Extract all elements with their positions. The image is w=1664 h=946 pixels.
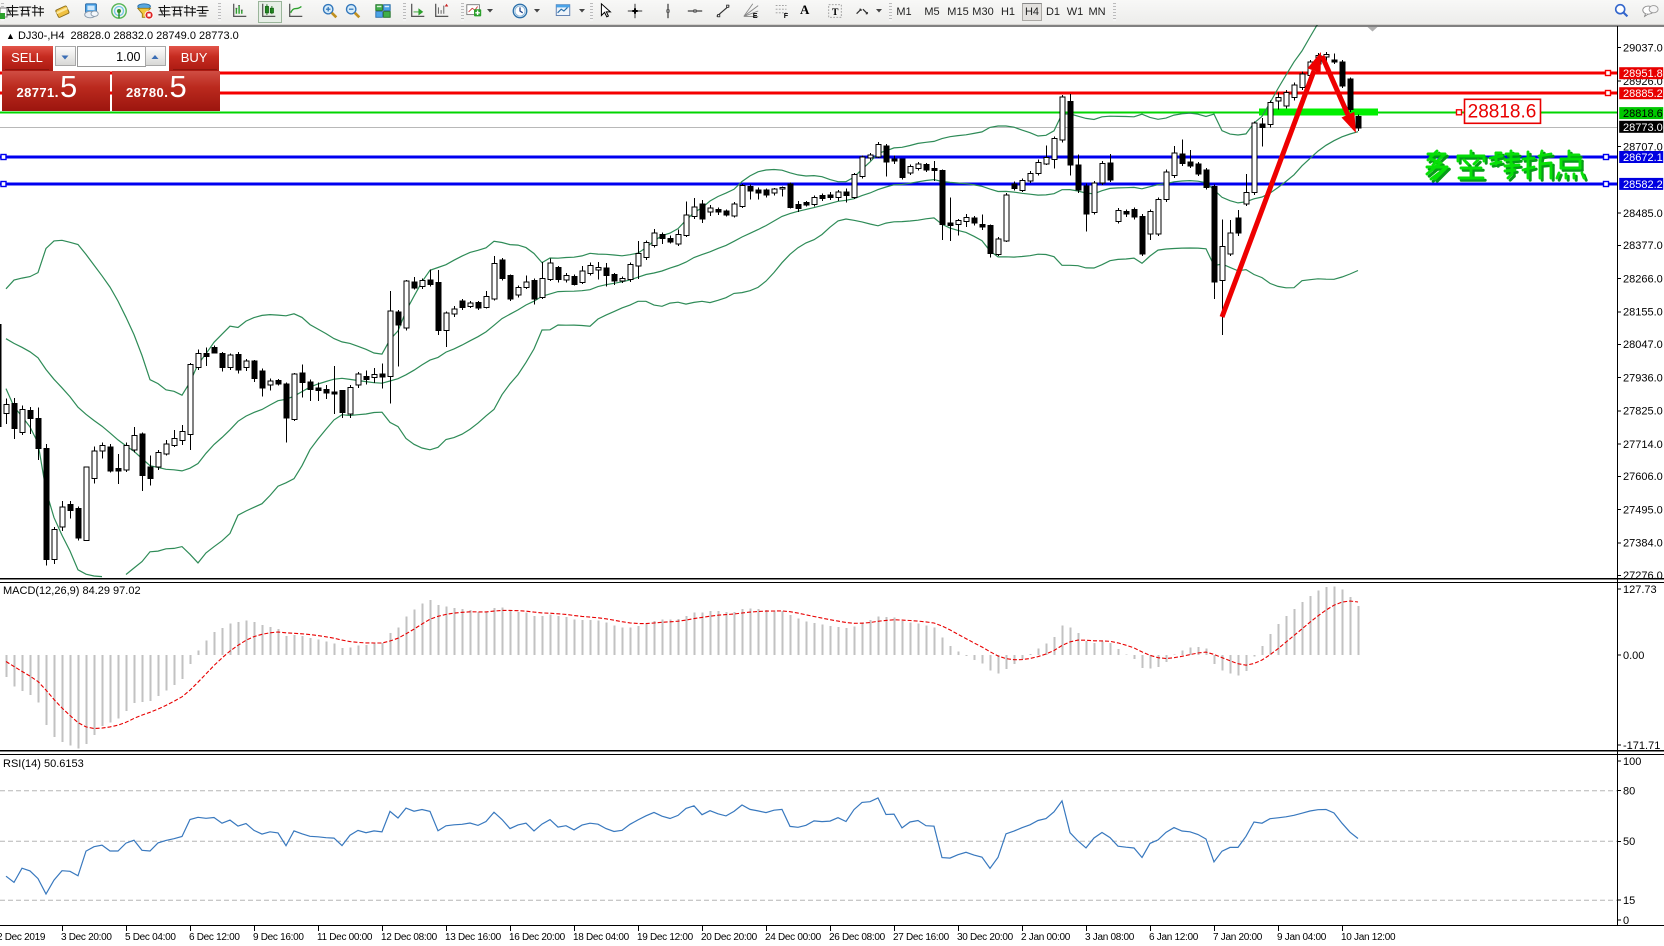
svg-text:28707.0: 28707.0: [1623, 141, 1663, 153]
svg-text:26 Dec 08:00: 26 Dec 08:00: [829, 932, 886, 943]
svg-text:T: T: [832, 7, 839, 18]
svg-text:2 Jan 00:00: 2 Jan 00:00: [1021, 932, 1071, 943]
svg-text:-171.71: -171.71: [1623, 740, 1660, 752]
svg-text:24 Dec 00:00: 24 Dec 00:00: [765, 932, 822, 943]
svg-text:28047.0: 28047.0: [1623, 339, 1663, 351]
svg-text:6 Dec 12:00: 6 Dec 12:00: [189, 932, 240, 943]
svg-text:28155.0: 28155.0: [1623, 307, 1663, 319]
svg-text:11 Dec 00:00: 11 Dec 00:00: [317, 932, 373, 943]
svg-text:18 Dec 04:00: 18 Dec 04:00: [573, 932, 630, 943]
svg-text:27384.0: 27384.0: [1623, 538, 1663, 550]
svg-text:0.00: 0.00: [1623, 650, 1644, 662]
svg-text:10 Jan 12:00: 10 Jan 12:00: [1341, 932, 1396, 943]
svg-text:80: 80: [1623, 786, 1635, 798]
svg-text:F: F: [784, 11, 789, 20]
svg-text:29037.0: 29037.0: [1623, 43, 1663, 55]
svg-text:27606.0: 27606.0: [1623, 471, 1663, 483]
svg-text:16 Dec 20:00: 16 Dec 20:00: [509, 932, 566, 943]
svg-text:28485.0: 28485.0: [1623, 208, 1663, 220]
svg-text:0: 0: [1623, 915, 1629, 927]
svg-text:127.73: 127.73: [1623, 584, 1657, 596]
svg-text:2 Dec 2019: 2 Dec 2019: [0, 932, 46, 943]
svg-text:28266.0: 28266.0: [1623, 274, 1663, 286]
svg-text:13 Dec 16:00: 13 Dec 16:00: [445, 932, 502, 943]
svg-text:7 Jan 20:00: 7 Jan 20:00: [1213, 932, 1263, 943]
svg-text:28773.0: 28773.0: [1623, 122, 1663, 134]
svg-text:50: 50: [1623, 836, 1635, 848]
svg-text:27936.0: 27936.0: [1623, 372, 1663, 384]
svg-text:27714.0: 27714.0: [1623, 439, 1663, 451]
svg-text:15: 15: [1623, 895, 1635, 907]
svg-text:27495.0: 27495.0: [1623, 505, 1663, 517]
svg-text:9 Dec 16:00: 9 Dec 16:00: [253, 932, 304, 943]
svg-text:27 Dec 16:00: 27 Dec 16:00: [893, 932, 950, 943]
svg-text:3 Jan 08:00: 3 Jan 08:00: [1085, 932, 1135, 943]
svg-text:28818.6: 28818.6: [1623, 108, 1663, 120]
svg-text:28582.2: 28582.2: [1623, 179, 1663, 191]
svg-text:19 Dec 12:00: 19 Dec 12:00: [637, 932, 694, 943]
svg-text:28672.1: 28672.1: [1623, 152, 1663, 164]
svg-text:28885.2: 28885.2: [1623, 88, 1663, 100]
svg-text:5 Dec 04:00: 5 Dec 04:00: [125, 932, 176, 943]
svg-text:6 Jan 12:00: 6 Jan 12:00: [1149, 932, 1199, 943]
svg-text:3 Dec 20:00: 3 Dec 20:00: [61, 932, 112, 943]
svg-text:28377.0: 28377.0: [1623, 240, 1663, 252]
svg-text:20 Dec 20:00: 20 Dec 20:00: [701, 932, 758, 943]
svg-text:27825.0: 27825.0: [1623, 406, 1663, 418]
svg-text:28951.8: 28951.8: [1623, 68, 1663, 80]
svg-text:30 Dec 20:00: 30 Dec 20:00: [957, 932, 1014, 943]
svg-text:9 Jan 04:00: 9 Jan 04:00: [1277, 932, 1327, 943]
svg-text:100: 100: [1623, 756, 1641, 768]
svg-text:28818.6: 28818.6: [1468, 102, 1537, 123]
svg-text:E: E: [753, 11, 758, 20]
svg-text:27276.0: 27276.0: [1623, 570, 1663, 582]
svg-text:12 Dec 08:00: 12 Dec 08:00: [381, 932, 438, 943]
